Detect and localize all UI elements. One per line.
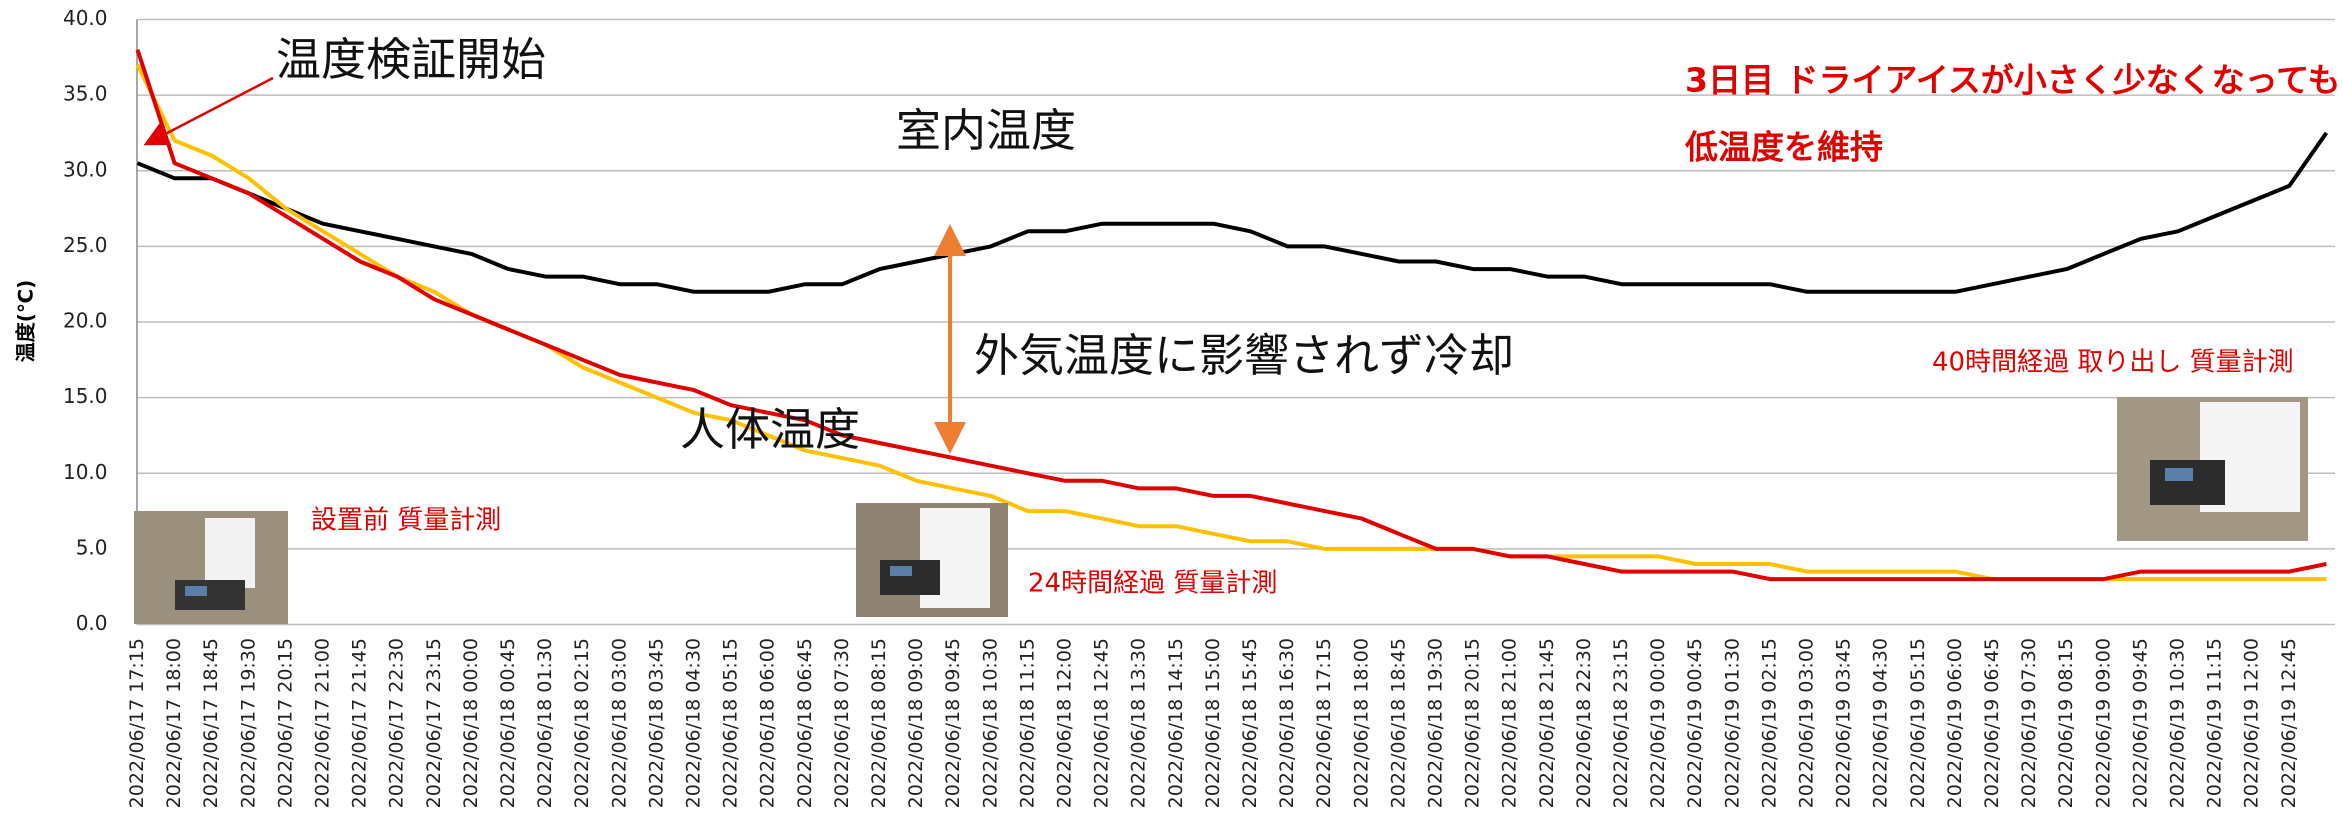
x-tick-label: 2022/06/18 11:15 xyxy=(1016,638,1038,808)
x-tick-label: 2022/06/18 22:30 xyxy=(1573,638,1595,808)
x-tick-label: 2022/06/18 15:45 xyxy=(1239,638,1261,808)
x-tick-label: 2022/06/18 12:45 xyxy=(1091,638,1113,808)
x-tick-label: 2022/06/19 09:00 xyxy=(2092,638,2114,808)
annotation: 3日目 ドライアイスが小さく少なくなっても xyxy=(1685,61,2341,100)
annotation: 40時間経過 取り出し 質量計測 xyxy=(1932,348,2294,378)
x-tick-label: 2022/06/19 03:00 xyxy=(1796,638,1818,808)
x-tick-label: 2022/06/18 18:45 xyxy=(1387,638,1409,808)
x-tick-label: 2022/06/18 03:00 xyxy=(608,638,630,808)
x-tick-label: 2022/06/18 20:15 xyxy=(1462,638,1484,808)
y-tick-label: 10.0 xyxy=(63,460,108,484)
y-tick-label: 5.0 xyxy=(76,535,108,559)
annotation: 24時間経過 質量計測 xyxy=(1028,569,1277,599)
y-tick-label: 25.0 xyxy=(63,233,108,257)
x-tick-label: 2022/06/18 06:00 xyxy=(757,638,779,808)
photo xyxy=(134,511,288,624)
annotation: 外気温度に影響されず冷却 xyxy=(974,329,1514,382)
x-tick-label: 2022/06/18 18:00 xyxy=(1350,638,1372,808)
x-tick-label: 2022/06/18 08:15 xyxy=(868,638,890,808)
x-tick-label: 2022/06/18 21:45 xyxy=(1536,638,1558,808)
x-tick-label: 2022/06/18 07:30 xyxy=(831,638,853,808)
x-tick-label: 2022/06/19 00:00 xyxy=(1647,638,1669,808)
x-tick-label: 2022/06/17 23:15 xyxy=(423,638,445,808)
x-tick-label: 2022/06/17 21:00 xyxy=(312,638,334,808)
x-tick-label: 2022/06/19 04:30 xyxy=(1870,638,1892,808)
x-tick-label: 2022/06/17 18:00 xyxy=(163,638,185,808)
arrow xyxy=(148,78,273,143)
x-tick-label: 2022/06/19 08:15 xyxy=(2055,638,2077,808)
x-tick-label: 2022/06/18 01:30 xyxy=(534,638,556,808)
x-tick-label: 2022/06/17 17:15 xyxy=(126,638,148,808)
x-tick-label: 2022/06/18 10:30 xyxy=(979,638,1001,808)
y-tick-label: 30.0 xyxy=(63,157,108,181)
x-tick-label: 2022/06/18 06:45 xyxy=(794,638,816,808)
x-tick-label: 2022/06/18 15:00 xyxy=(1202,638,1224,808)
x-tick-label: 2022/06/18 13:30 xyxy=(1128,638,1150,808)
x-tick-label: 2022/06/19 11:15 xyxy=(2204,638,2226,808)
y-tick-label: 15.0 xyxy=(63,384,108,408)
annotation: 室内温度 xyxy=(896,104,1076,157)
x-tick-label: 2022/06/19 09:45 xyxy=(2129,638,2151,808)
x-tick-label: 2022/06/18 02:15 xyxy=(571,638,593,808)
x-tick-label: 2022/06/17 19:30 xyxy=(237,638,259,808)
x-tick-label: 2022/06/18 00:45 xyxy=(497,638,519,808)
x-tick-label: 2022/06/17 18:45 xyxy=(200,638,222,808)
x-tick-label: 2022/06/19 10:30 xyxy=(2167,638,2189,808)
annotation: 人体温度 xyxy=(680,403,860,456)
y-tick-label: 0.0 xyxy=(76,611,108,635)
annotation: 低温度を維持 xyxy=(1685,128,1883,167)
x-tick-label: 2022/06/18 03:45 xyxy=(645,638,667,808)
x-tick-label: 2022/06/19 06:45 xyxy=(1981,638,2003,808)
x-tick-label: 2022/06/18 14:15 xyxy=(1165,638,1187,808)
y-tick-label: 35.0 xyxy=(63,82,108,106)
x-tick-label: 2022/06/17 21:45 xyxy=(349,638,371,808)
x-tick-label: 2022/06/19 05:15 xyxy=(1907,638,1929,808)
chart: 温度(℃) 温度検証開始 室内温度 外気温度に影響されず冷却 人体温度 設置前 … xyxy=(0,0,2343,839)
x-tick-label: 2022/06/18 09:00 xyxy=(905,638,927,808)
x-tick-label: 2022/06/18 16:30 xyxy=(1276,638,1298,808)
annotation: 温度検証開始 xyxy=(276,33,546,86)
x-tick-label: 2022/06/19 02:15 xyxy=(1758,638,1780,808)
y-tick-label: 20.0 xyxy=(63,309,108,333)
x-tick-label: 2022/06/19 12:00 xyxy=(2241,638,2263,808)
x-tick-label: 2022/06/19 06:00 xyxy=(1944,638,1966,808)
x-tick-label: 2022/06/18 23:15 xyxy=(1610,638,1632,808)
x-tick-label: 2022/06/18 12:00 xyxy=(1054,638,1076,808)
x-tick-label: 2022/06/18 05:15 xyxy=(720,638,742,808)
x-tick-label: 2022/06/19 07:30 xyxy=(2018,638,2040,808)
x-tick-label: 2022/06/18 21:00 xyxy=(1499,638,1521,808)
x-tick-label: 2022/06/19 00:45 xyxy=(1684,638,1706,808)
x-tick-label: 2022/06/18 17:15 xyxy=(1313,638,1335,808)
y-axis-label: 温度(℃) xyxy=(14,280,38,363)
x-tick-label: 2022/06/19 12:45 xyxy=(2278,638,2300,808)
x-tick-label: 2022/06/17 20:15 xyxy=(274,638,296,808)
x-tick-label: 2022/06/18 00:00 xyxy=(460,638,482,808)
x-tick-label: 2022/06/17 22:30 xyxy=(386,638,408,808)
x-tick-label: 2022/06/19 01:30 xyxy=(1721,638,1743,808)
x-tick-label: 2022/06/18 09:45 xyxy=(942,638,964,808)
photo xyxy=(2117,397,2308,541)
y-tick-label: 40.0 xyxy=(63,6,108,30)
series-line xyxy=(138,133,2327,292)
series-line xyxy=(138,50,2327,579)
x-tick-label: 2022/06/18 04:30 xyxy=(683,638,705,808)
photo xyxy=(856,503,1008,617)
x-tick-label: 2022/06/18 19:30 xyxy=(1425,638,1447,808)
annotation: 設置前 質量計測 xyxy=(311,506,501,536)
x-tick-label: 2022/06/19 03:45 xyxy=(1833,638,1855,808)
